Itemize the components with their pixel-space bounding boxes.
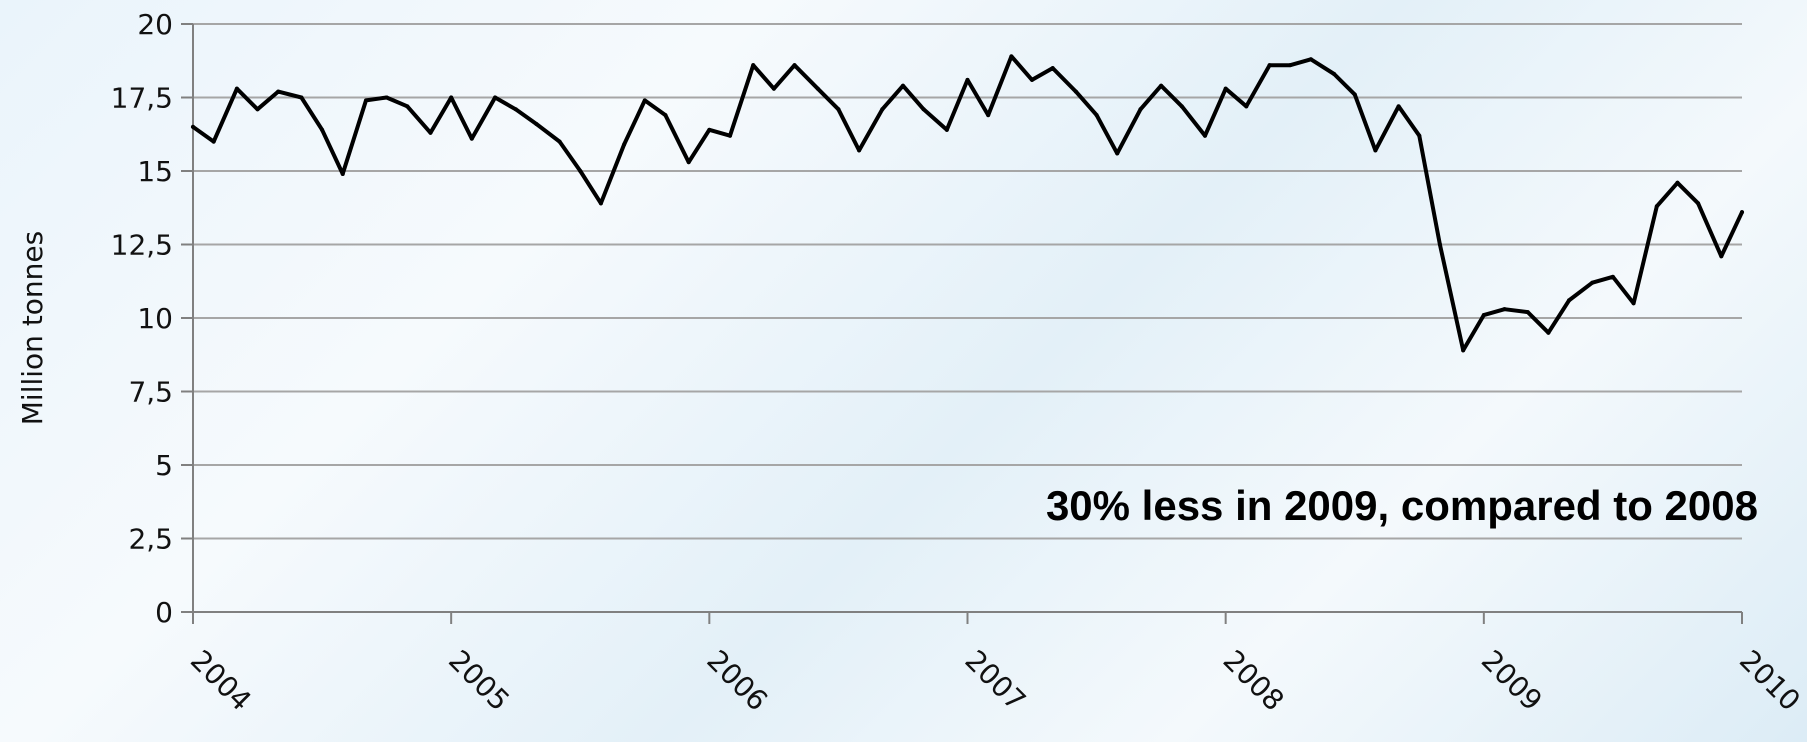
data-point — [1050, 66, 1055, 71]
data-point — [663, 113, 668, 118]
data-point — [836, 107, 841, 112]
data-point — [191, 124, 195, 129]
y-tick-label: 15 — [137, 155, 173, 188]
y-tick-label: 5 — [155, 449, 173, 482]
x-tick-label: 2006 — [700, 644, 774, 718]
data-point — [1138, 107, 1143, 112]
data-point — [1546, 330, 1551, 335]
data-point — [276, 89, 281, 94]
data-point — [557, 139, 562, 144]
data-point — [1461, 348, 1466, 353]
data-point — [1009, 54, 1014, 59]
x-axis-ticks: 2004 2005 2006 2007 2008 2009 2010 — [184, 612, 1807, 717]
y-tick-label: 2,5 — [128, 523, 173, 556]
data-point — [384, 95, 389, 100]
data-point — [1610, 274, 1615, 279]
data-point — [707, 127, 712, 132]
data-point — [1481, 313, 1486, 318]
data-point — [469, 136, 474, 141]
data-point — [1740, 210, 1744, 215]
data-point — [986, 113, 991, 118]
data-point — [1332, 71, 1337, 76]
data-point — [751, 63, 756, 68]
data-point — [1396, 104, 1401, 109]
y-axis-ticks: 0 2,5 5 7,5 10 12,5 15 17,5 20 — [111, 8, 193, 629]
data-point — [1267, 63, 1272, 68]
data-point — [921, 107, 926, 112]
y-tick-label: 17,5 — [111, 82, 173, 115]
data-point — [428, 130, 433, 135]
data-point — [622, 142, 627, 147]
data-point — [857, 148, 862, 153]
x-tick-label: 2008 — [1217, 644, 1291, 718]
data-point — [771, 86, 776, 91]
data-point — [1159, 83, 1164, 88]
data-point — [1308, 57, 1313, 62]
data-point — [642, 98, 647, 103]
data-point — [1094, 113, 1099, 118]
x-tick-label: 2010 — [1733, 644, 1807, 718]
data-point — [1502, 307, 1507, 312]
data-point — [299, 95, 304, 100]
series-line — [191, 54, 1744, 353]
y-tick-label: 12,5 — [111, 229, 173, 262]
data-point — [255, 107, 260, 112]
data-point — [792, 63, 797, 68]
data-point — [1373, 148, 1378, 153]
data-point — [1675, 180, 1680, 185]
data-point — [320, 127, 325, 132]
data-point — [686, 160, 691, 165]
data-point — [534, 121, 539, 126]
data-point — [1696, 201, 1701, 206]
data-point — [727, 133, 732, 138]
data-point — [1179, 104, 1184, 109]
data-point — [880, 107, 885, 112]
x-tick-label: 2004 — [184, 644, 258, 718]
data-point — [1073, 89, 1078, 94]
data-point — [1417, 133, 1422, 138]
data-point — [1030, 77, 1035, 82]
y-tick-label: 7,5 — [128, 376, 173, 409]
y-tick-label: 20 — [137, 8, 173, 41]
data-point — [493, 95, 498, 100]
y-tick-label: 0 — [155, 596, 173, 629]
data-point — [1352, 92, 1357, 97]
data-point — [211, 139, 216, 144]
data-point — [578, 169, 583, 173]
data-point — [513, 107, 518, 112]
data-point — [234, 86, 239, 91]
data-point — [1203, 133, 1208, 138]
data-point — [900, 83, 905, 88]
data-point — [449, 95, 454, 100]
data-point — [598, 201, 603, 206]
y-axis-title: Million tonnes — [16, 231, 49, 425]
data-point — [944, 127, 949, 132]
data-point — [1654, 204, 1659, 209]
series-layer — [191, 54, 1744, 353]
chart-annotation: 30% less in 2009, compared to 2008 — [1046, 482, 1758, 529]
data-point — [405, 104, 410, 109]
data-point — [1590, 280, 1595, 285]
x-tick-label: 2007 — [959, 644, 1033, 718]
data-point — [1525, 310, 1530, 315]
data-point — [1223, 86, 1228, 91]
data-point — [363, 98, 368, 103]
gridlines — [193, 23, 1742, 540]
data-point — [1288, 63, 1293, 68]
data-point — [965, 77, 970, 82]
data-point — [1631, 301, 1636, 306]
data-point — [1115, 151, 1120, 156]
data-point — [1244, 104, 1249, 109]
x-tick-label: 2005 — [442, 644, 516, 718]
y-tick-label: 10 — [137, 302, 173, 335]
data-point — [815, 86, 820, 91]
x-tick-label: 2009 — [1475, 644, 1549, 718]
data-point — [1437, 242, 1442, 247]
data-point — [1719, 254, 1724, 259]
data-point — [340, 171, 345, 176]
data-point — [1567, 298, 1572, 303]
